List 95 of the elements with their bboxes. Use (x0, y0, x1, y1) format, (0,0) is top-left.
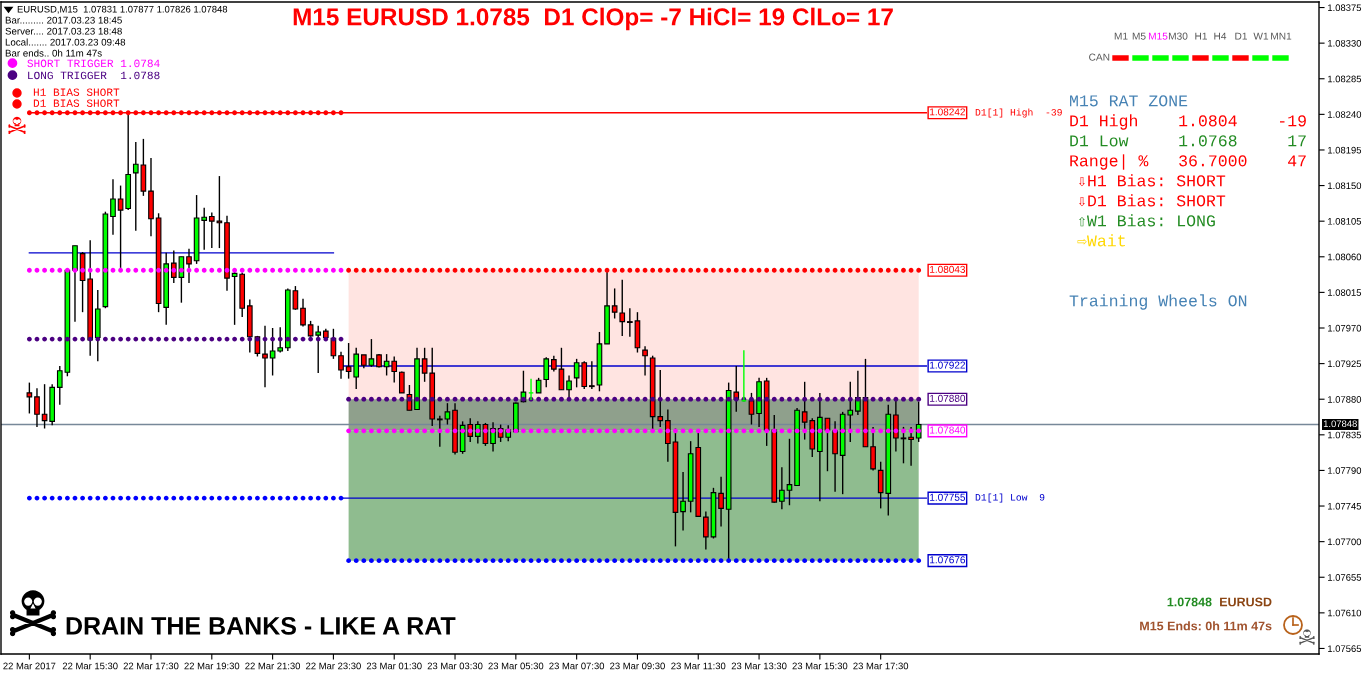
y-tick-label: 1.07790 (1328, 467, 1362, 474)
y-tick-label: 1.07655 (1328, 574, 1362, 581)
annotation: Local....... 2017.03.23 09:48 (5, 38, 126, 46)
x-tick-label: 22 Mar 17:30 (123, 662, 179, 670)
annotation: 1.07880 (930, 394, 966, 402)
candlestick (589, 360, 595, 390)
annotation: ⇩D1 Bias: SHORT (1078, 194, 1226, 207)
x-tick-label: 23 Mar 03:30 (427, 662, 483, 670)
x-tick-label: 23 Mar 07:30 (549, 662, 605, 670)
candlestick (566, 374, 572, 399)
annotation: M5 (1132, 32, 1146, 40)
y-tick-label: 1.07925 (1328, 360, 1362, 368)
candlestick (786, 438, 793, 506)
annotation: W1 (1253, 32, 1269, 40)
candlestick (26, 381, 33, 415)
annotation: Range| % 36.7000 47 (1070, 154, 1306, 170)
candlestick (642, 345, 648, 377)
y-tick-label: 1.07970 (1328, 324, 1362, 332)
annotation: 1.07755 (930, 493, 966, 501)
annotation: EURUSD (1220, 597, 1272, 607)
x-tick-label: 22 Mar 15:30 (62, 662, 118, 670)
chart-subtitle: EURUSD,M15 1.07831 1.07877 1.07826 1.07848 (17, 5, 228, 14)
x-tick-label: 23 Mar 15:30 (792, 662, 848, 670)
y-tick-label: 1.08240 (1328, 111, 1362, 118)
annotation: Training Wheels ON (1069, 294, 1247, 310)
annotation: D1 BIAS SHORT (33, 99, 120, 107)
y-tick-label: 1.07565 (1328, 645, 1362, 652)
candlestick (34, 387, 40, 428)
annotation: M15 (1148, 32, 1168, 40)
annotation: DRAIN THE BANKS - LIKE A RAT (66, 617, 456, 635)
y-tick-label: 1.07700 (1328, 538, 1362, 546)
y-tick-label: 1.08015 (1328, 289, 1362, 296)
y-tick-label: 1.07610 (1328, 609, 1362, 617)
annotation: H1 (1195, 32, 1207, 40)
y-tick-label: 1.08285 (1328, 75, 1362, 83)
annotation: M15 RAT ZONE (1070, 95, 1188, 107)
y-tick-label: 1.07880 (1328, 396, 1362, 403)
y-tick-label: 1.07745 (1328, 502, 1362, 510)
annotation: Bar ends.. 0h 11m 47s (5, 49, 102, 57)
annotation: D1[1] Low 9 (975, 493, 1045, 503)
x-tick-label: 23 Mar 13:30 (731, 662, 787, 670)
annotation: CAN (1089, 53, 1110, 61)
x-tick-label: 22 Mar 23:30 (306, 662, 361, 670)
annotation: M15 Ends: 0h 11m 47s (1140, 621, 1272, 631)
annotation: D1 Low 1.0768 17 (1070, 135, 1306, 147)
annotation: H1 BIAS SHORT (33, 88, 120, 96)
x-tick-label: 22 Mar 19:30 (184, 662, 240, 670)
chart-title: M15 EURUSD 1.0785 D1 ClOp= -7 HiCl= 19 ClLo= 17 (293, 7, 893, 31)
candlestick (186, 248, 192, 284)
annotation: D1 (1235, 32, 1247, 40)
candlestick (900, 426, 907, 465)
annotation: M1 (1114, 32, 1128, 40)
x-tick-label: 22 Mar 21:30 (245, 662, 301, 670)
candlestick (703, 510, 709, 551)
y-tick-label: 1.08105 (1328, 218, 1362, 225)
candlestick (300, 298, 306, 328)
candlestick (543, 356, 550, 389)
candlestick (718, 476, 724, 528)
y-tick-label: 1.07835 (1328, 431, 1362, 439)
y-tick-label: 1.08330 (1328, 39, 1362, 47)
annotation: Bar......... 2017.03.23 18:45 (5, 16, 122, 24)
annotation: H4 (1214, 32, 1227, 40)
x-tick-label: 23 Mar 11:30 (671, 662, 726, 670)
annotation: D1 High 1.0804 -19 (1070, 114, 1306, 130)
annotation: 1.08242 (930, 108, 965, 116)
candlestick (110, 178, 116, 236)
candlestick (627, 307, 633, 338)
y-tick-label: 1.08375 (1328, 4, 1362, 12)
annotation: D1[1] High -39 (975, 108, 1062, 118)
legend-label: SHORT TRIGGER 1.0784 (27, 59, 160, 68)
ref-line-label: 1.07848 (1323, 420, 1357, 428)
annotation: MN1 (1271, 32, 1292, 40)
y-tick-label: 1.08060 (1328, 253, 1362, 261)
y-tick-label: 1.08195 (1328, 146, 1362, 154)
candlestick (680, 471, 686, 532)
annotation: M30 (1168, 32, 1188, 40)
x-tick-label: 23 Mar 05:30 (488, 662, 544, 670)
y-tick-label: 1.08150 (1328, 182, 1362, 190)
x-tick-label: 22 Mar 2017 (3, 662, 56, 670)
annotation: ⇩H1 Bias: SHORT (1078, 174, 1226, 187)
annotation: 1.07840 (930, 426, 966, 434)
annotation: 1.07922 (930, 361, 965, 369)
x-tick-label: 23 Mar 01:30 (366, 662, 422, 670)
annotation: ⇨Wait (1077, 234, 1125, 247)
legend-label: LONG TRIGGER 1.0788 (28, 71, 160, 80)
annotation: 1.07676 (930, 556, 966, 564)
x-tick-label: 23 Mar 09:30 (610, 662, 665, 670)
candlestick (558, 347, 565, 391)
candlestick (338, 351, 344, 380)
x-tick-label: 23 Mar 17:30 (853, 662, 909, 670)
annotation: 1.08043 (930, 265, 966, 273)
annotation: 1.07848 (1167, 597, 1212, 607)
annotation: Server.... 2017.03.23 18:48 (5, 27, 122, 35)
candlestick (779, 466, 785, 510)
annotation: ⇧W1 Bias: LONG (1078, 214, 1215, 227)
